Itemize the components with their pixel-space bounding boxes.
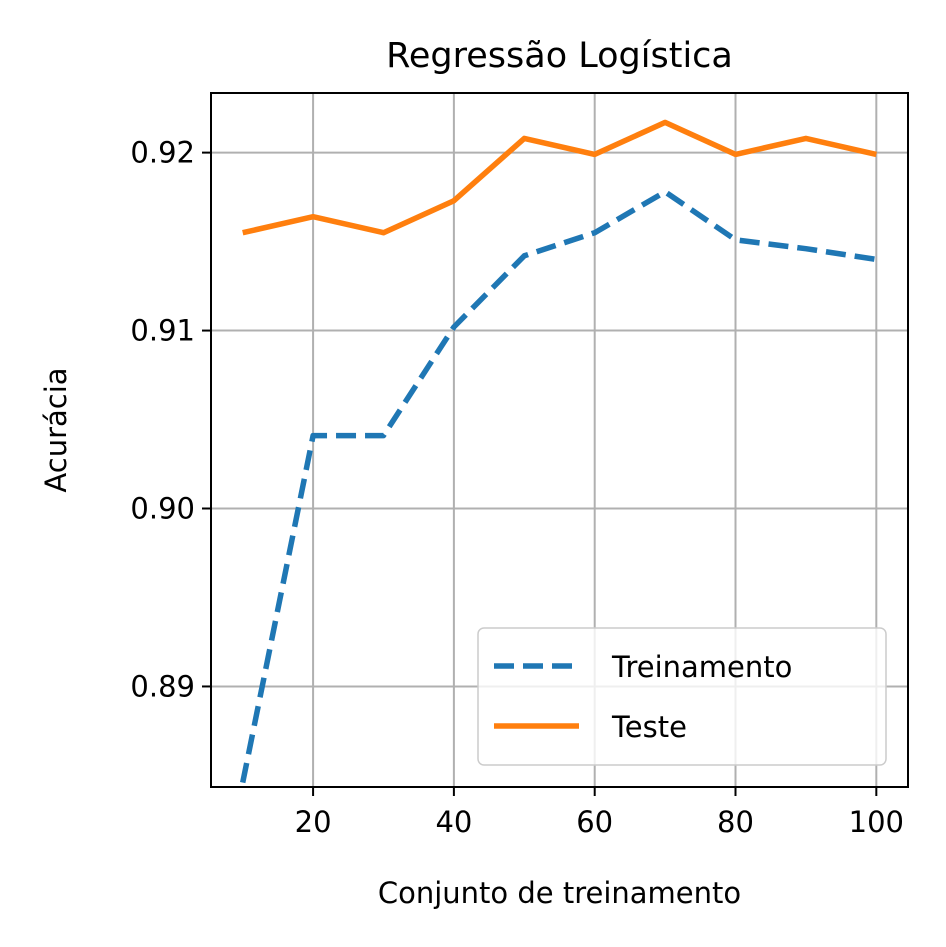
axis-ticks: 20 40 60 80 100 0.89 0.90 0.91 0.92	[130, 136, 904, 839]
legend-label: Treinamento	[611, 650, 792, 684]
y-tick-label: 0.89	[130, 669, 195, 703]
y-tick-label: 0.90	[130, 492, 195, 526]
x-tick-label: 80	[717, 805, 754, 839]
legend-label: Teste	[611, 710, 687, 744]
y-tick-label: 0.91	[130, 314, 195, 348]
x-tick-label: 20	[295, 805, 332, 839]
x-tick-label: 100	[849, 805, 904, 839]
series-lines	[240, 119, 877, 784]
x-tick-label: 60	[576, 805, 613, 839]
legend: Treinamento Teste	[477, 627, 887, 766]
x-tick-label: 40	[435, 805, 472, 839]
legend-items: Treinamento Teste	[494, 650, 792, 744]
y-axis-title: Acurácia	[39, 367, 73, 492]
legend-box	[477, 627, 887, 766]
chart-title: Regressão Logística	[386, 36, 733, 76]
x-axis-title: Conjunto de treinamento	[378, 876, 741, 910]
series-line-teste	[242, 119, 877, 236]
y-tick-label: 0.92	[130, 136, 195, 170]
series-line-treinamento	[240, 189, 877, 784]
plot-frame	[210, 92, 909, 788]
